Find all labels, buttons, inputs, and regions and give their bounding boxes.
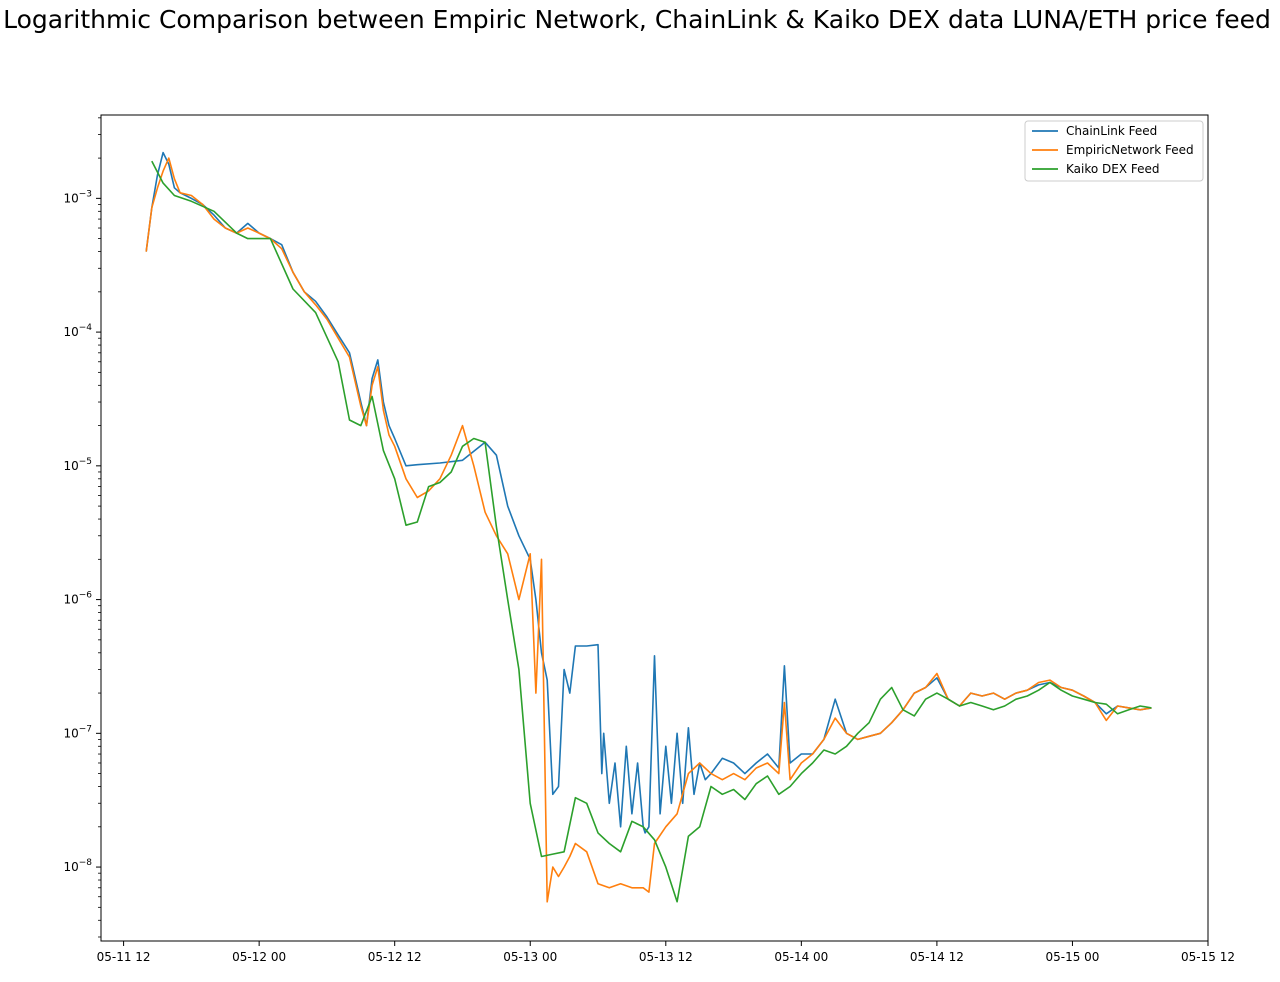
- y-tick-label: 10−4: [63, 323, 92, 339]
- legend: ChainLink Feed EmpiricNetwork Feed Kaiko D…: [1024, 120, 1204, 182]
- legend-label: ChainLink Feed: [1066, 124, 1157, 138]
- x-tick-label: 05-15 00: [1045, 950, 1099, 964]
- x-tick-label: 05-13 12: [639, 950, 693, 964]
- x-tick-label: 05-15 12: [1181, 950, 1235, 964]
- y-tick-label: 10−6: [63, 591, 92, 607]
- plot-area: [145, 151, 1152, 903]
- x-tick-label: 05-13 00: [503, 950, 557, 964]
- y-tick-label: 10−5: [63, 457, 92, 473]
- x-axis: 05-11 12 05-12 00 05-12 12 05-13 00 05-13 12…: [97, 941, 1235, 964]
- x-tick-label: 05-12 00: [232, 950, 286, 964]
- axes-frame: [100, 114, 1209, 942]
- x-tick-label: 05-11 12: [97, 950, 151, 964]
- legend-label: EmpiricNetwork Feed: [1066, 143, 1194, 157]
- y-tick-label: 10−3: [63, 189, 92, 205]
- series-group: [145, 151, 1152, 903]
- chart-title: Logarithmic Comparison between Empiric N…: [3, 5, 1271, 34]
- series-line-kaiko-dex-feed: [151, 160, 1152, 903]
- legend-box: [1024, 120, 1204, 182]
- x-tick-label: 05-14 00: [774, 950, 828, 964]
- legend-label: Kaiko DEX Feed: [1066, 162, 1160, 176]
- x-tick-label: 05-14 12: [910, 950, 964, 964]
- y-tick-label: 10−7: [63, 724, 92, 740]
- y-tick-label: 10−8: [63, 858, 92, 874]
- y-axis: 10−3 10−4 10−5 10−6 10−7 10−8: [63, 117, 101, 938]
- x-tick-label: 05-12 12: [368, 950, 422, 964]
- series-line-empiricnetwork-feed: [145, 157, 1152, 903]
